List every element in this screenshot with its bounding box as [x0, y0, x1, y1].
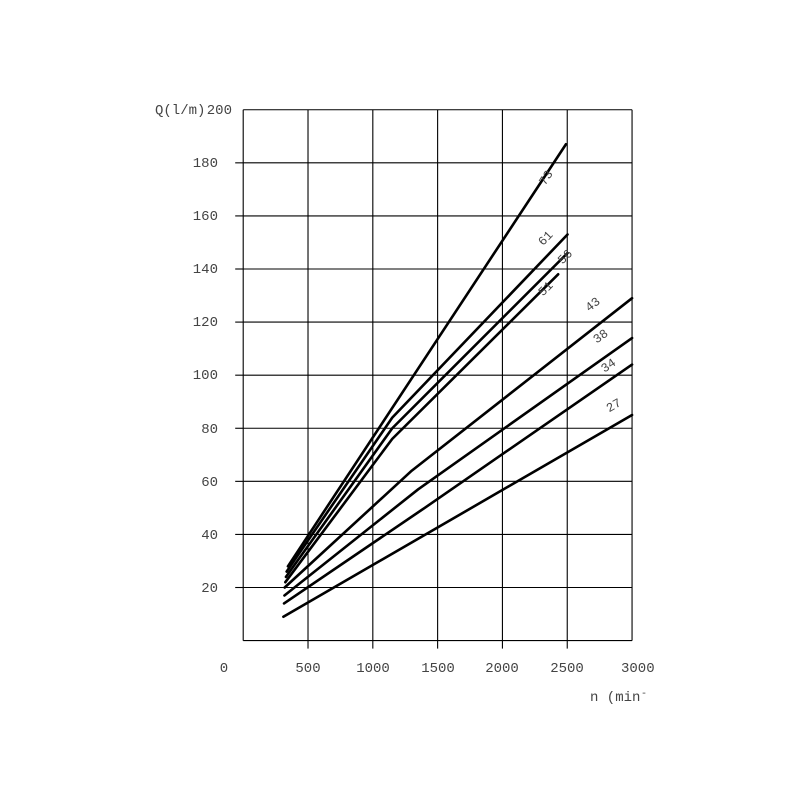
svg-text:Q(l/m): Q(l/m) — [155, 103, 205, 119]
svg-text:2000: 2000 — [485, 661, 519, 677]
svg-text:20: 20 — [201, 581, 218, 597]
svg-text:3000: 3000 — [621, 661, 655, 677]
svg-text:120: 120 — [193, 315, 218, 331]
svg-text:n (min: n (min — [590, 690, 640, 706]
svg-text:2500: 2500 — [550, 661, 584, 677]
svg-text:500: 500 — [295, 661, 320, 677]
svg-text:180: 180 — [193, 156, 218, 172]
svg-text:40: 40 — [201, 528, 218, 544]
svg-text:140: 140 — [193, 262, 218, 278]
svg-text:0: 0 — [220, 661, 228, 677]
svg-text:1500: 1500 — [421, 661, 455, 677]
svg-text:100: 100 — [193, 368, 218, 384]
svg-text:160: 160 — [193, 209, 218, 225]
svg-text:1000: 1000 — [356, 661, 390, 677]
svg-text:-: - — [641, 689, 647, 700]
svg-text:60: 60 — [201, 475, 218, 491]
svg-text:80: 80 — [201, 422, 218, 438]
svg-text:200: 200 — [207, 103, 232, 119]
